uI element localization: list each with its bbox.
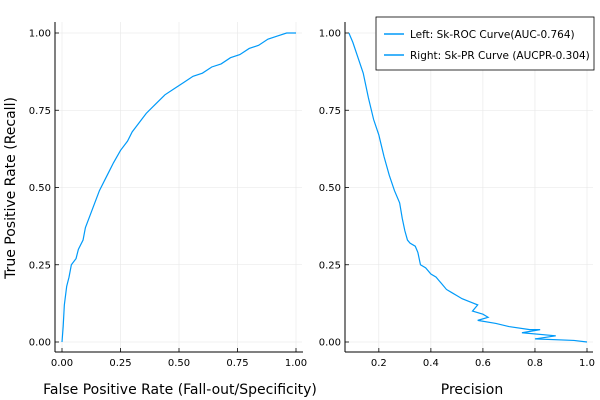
pr-y-tick-label: 0.25 [319,260,341,271]
pr-y-tick-label: 1.00 [319,29,341,40]
roc-curve [61,32,296,343]
roc-x-tick-label: 0.00 [51,358,73,369]
pr-y-tick-label: 0.50 [319,183,341,194]
roc-x-axis-title: False Positive Rate (Fall-out/Specificit… [43,382,317,398]
roc-x-tick-label: 0.75 [226,358,248,369]
roc-y-axis-title: True Positive Rate (Recall) [3,97,19,280]
pr-gridlines [345,22,593,352]
pr-y-tick-label: 0.75 [319,106,341,117]
legend-label-roc: Left: Sk-ROC Curve(AUC-0.764) [410,29,575,41]
pr-panel: 0.2 0.4 0.6 0.8 1.0 0.00 0.25 0.50 0.75 1.00 Prec… [319,16,595,398]
roc-y-tick-label: 0.50 [29,183,51,194]
roc-ticks: 0.00 0.25 0.50 0.75 1.00 0.00 0.25 0.50 0.75 1.00 [29,29,307,370]
pr-x-axis-title: Precision [441,382,503,398]
pr-x-tick-label: 0.8 [527,358,543,369]
roc-gridlines [55,22,302,352]
roc-panel: 0.00 0.25 0.50 0.75 1.00 0.00 0.25 0.50 0.75 1.00… [3,22,317,398]
roc-y-tick-label: 0.75 [29,106,51,117]
roc-x-tick-label: 1.00 [285,358,307,369]
roc-y-tick-label: 1.00 [29,29,51,40]
pr-x-tick-label: 1.0 [579,358,595,369]
roc-x-tick-label: 0.25 [109,358,131,369]
pr-ticks: 0.2 0.4 0.6 0.8 1.0 0.00 0.25 0.50 0.75 1.00 [319,29,595,370]
pr-y-tick-label: 0.00 [319,338,341,349]
legend-box [375,16,595,71]
pr-x-tick-label: 0.4 [423,358,439,369]
roc-x-tick-label: 0.50 [168,358,190,369]
legend: Left: Sk-ROC Curve(AUC-0.764) Right: Sk-… [375,16,595,71]
pr-x-tick-label: 0.2 [371,358,387,369]
legend-label-pr: Right: Sk-PR Curve (AUCPR-0.304) [410,50,590,62]
roc-y-tick-label: 0.00 [29,338,51,349]
pr-curve [348,32,588,343]
roc-y-tick-label: 0.25 [29,260,51,271]
pr-x-tick-label: 0.6 [475,358,491,369]
